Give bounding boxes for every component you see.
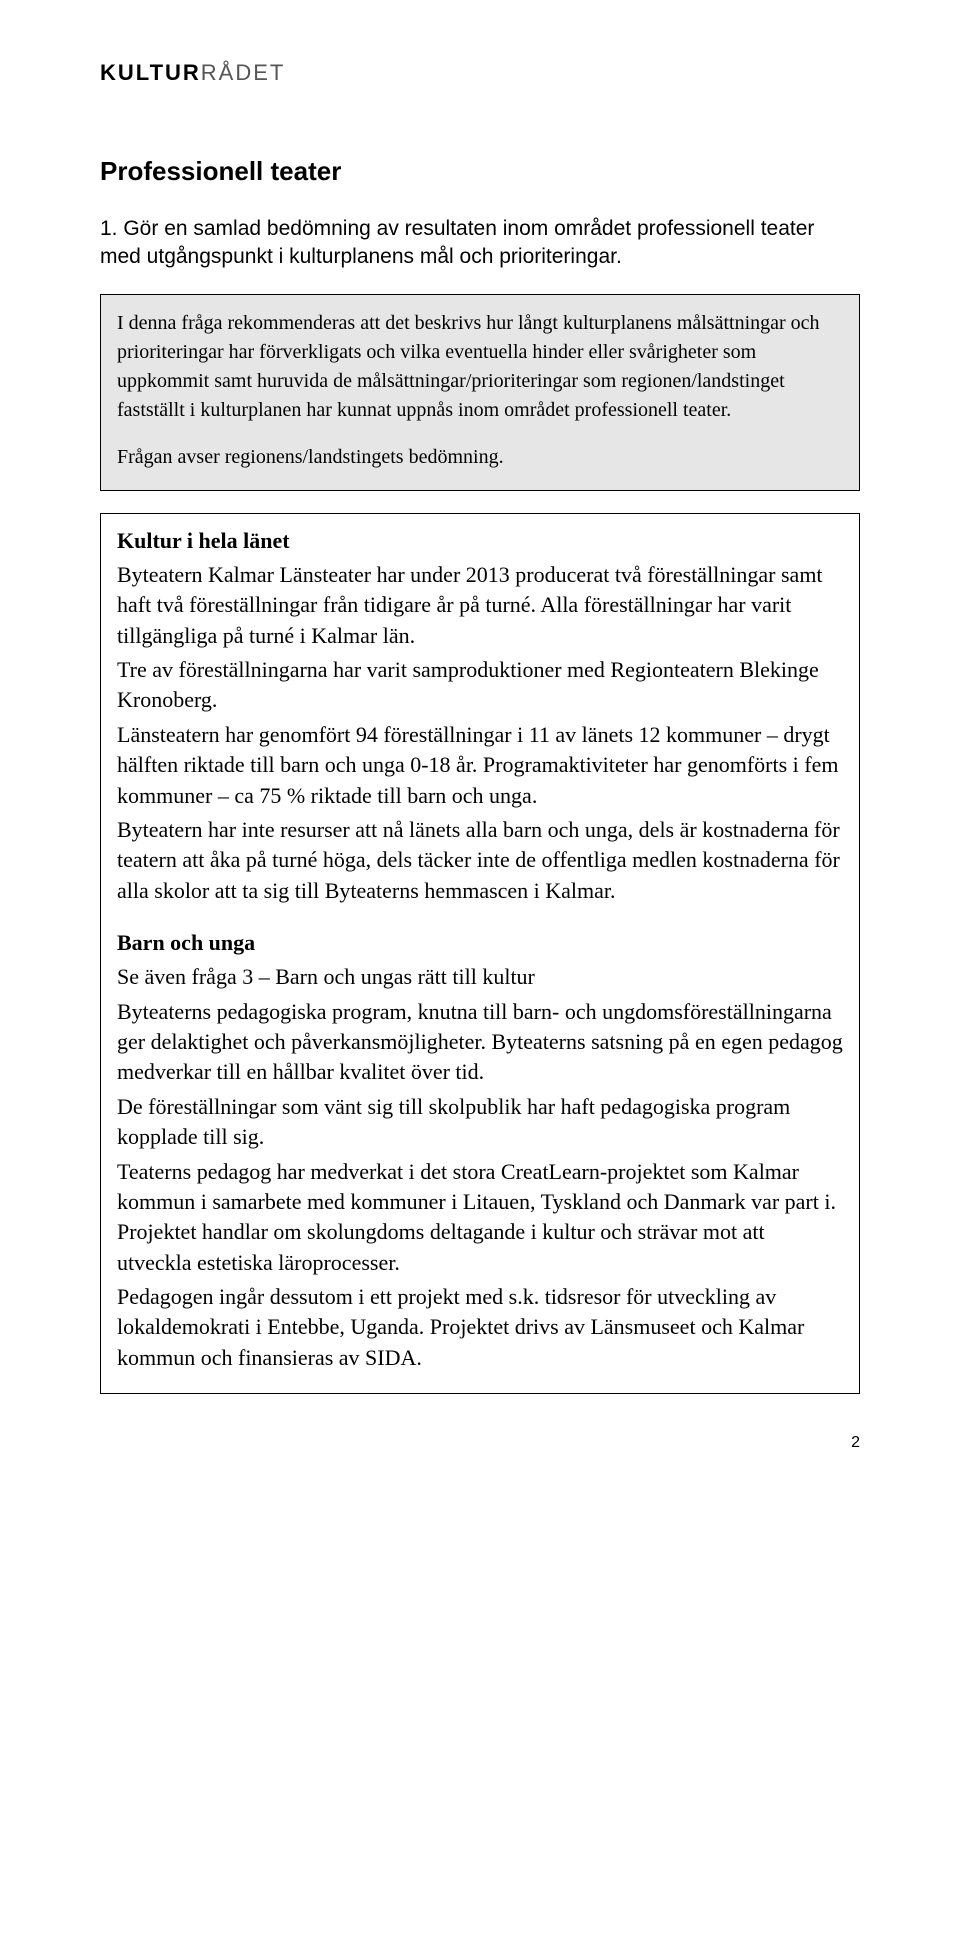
block2-p2: Byteaterns pedagogiska program, knutna t… bbox=[117, 997, 843, 1088]
block1-p4: Byteatern har inte resurser att nå länet… bbox=[117, 815, 843, 906]
block2-p4: Teaterns pedagog har medverkat i det sto… bbox=[117, 1157, 843, 1278]
logo: KULTURRÅDET bbox=[100, 60, 860, 86]
gray-paragraph-1: I denna fråga rekommenderas att det besk… bbox=[117, 309, 843, 425]
block1-p2: Tre av föreställningarna har varit sampr… bbox=[117, 655, 843, 716]
block1-p1: Byteatern Kalmar Länsteater har under 20… bbox=[117, 560, 843, 651]
intro-question: 1. Gör en samlad bedömning av resultaten… bbox=[100, 215, 860, 272]
gray-paragraph-2: Frågan avser regionens/landstingets bedö… bbox=[117, 443, 843, 472]
content-block-1: Kultur i hela länet Byteatern Kalmar Län… bbox=[117, 526, 843, 906]
block2-p3: De föreställningar som vänt sig till sko… bbox=[117, 1092, 843, 1153]
block1-heading: Kultur i hela länet bbox=[117, 526, 843, 556]
block2-p1: Se även fråga 3 – Barn och ungas rätt ti… bbox=[117, 962, 843, 992]
content-box: Kultur i hela länet Byteatern Kalmar Län… bbox=[100, 513, 860, 1394]
page-number: 2 bbox=[100, 1434, 860, 1452]
block1-p3: Länsteatern har genomfört 94 föreställni… bbox=[117, 720, 843, 811]
content-block-2: Barn och unga Se även fråga 3 – Barn och… bbox=[117, 928, 843, 1373]
recommendation-box: I denna fråga rekommenderas att det besk… bbox=[100, 294, 860, 491]
section-title: Professionell teater bbox=[100, 156, 860, 187]
logo-light: RÅDET bbox=[201, 60, 286, 85]
logo-bold: KULTUR bbox=[100, 60, 201, 85]
block2-p5: Pedagogen ingår dessutom i ett projekt m… bbox=[117, 1282, 843, 1373]
block2-heading: Barn och unga bbox=[117, 928, 843, 958]
